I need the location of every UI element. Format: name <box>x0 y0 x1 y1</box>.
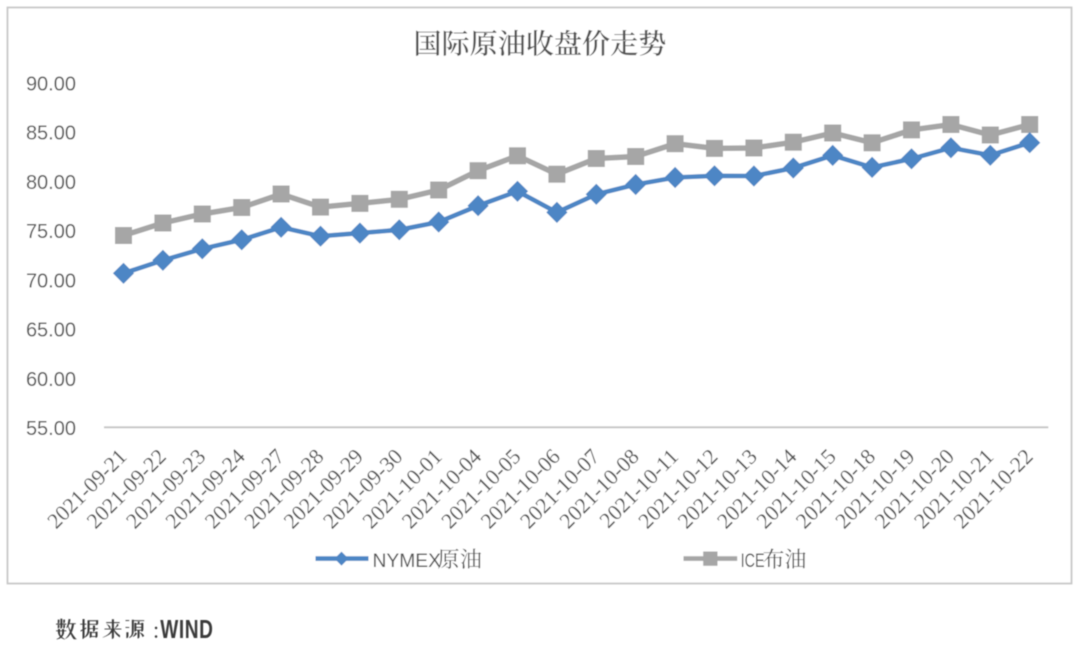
svg-text:80.00: 80.00 <box>26 172 76 194</box>
svg-text:65.00: 65.00 <box>26 320 76 342</box>
svg-text:60.00: 60.00 <box>26 369 76 391</box>
svg-text:75.00: 75.00 <box>26 221 76 243</box>
svg-text:55.00: 55.00 <box>26 418 76 440</box>
svg-text:70.00: 70.00 <box>26 271 76 293</box>
svg-text:ICE: ICE <box>741 550 765 572</box>
svg-text:WIND: WIND <box>160 614 213 643</box>
svg-text:85.00: 85.00 <box>26 123 76 145</box>
svg-text:NYMEX: NYMEX <box>373 550 442 572</box>
svg-text:90.00: 90.00 <box>26 74 76 96</box>
